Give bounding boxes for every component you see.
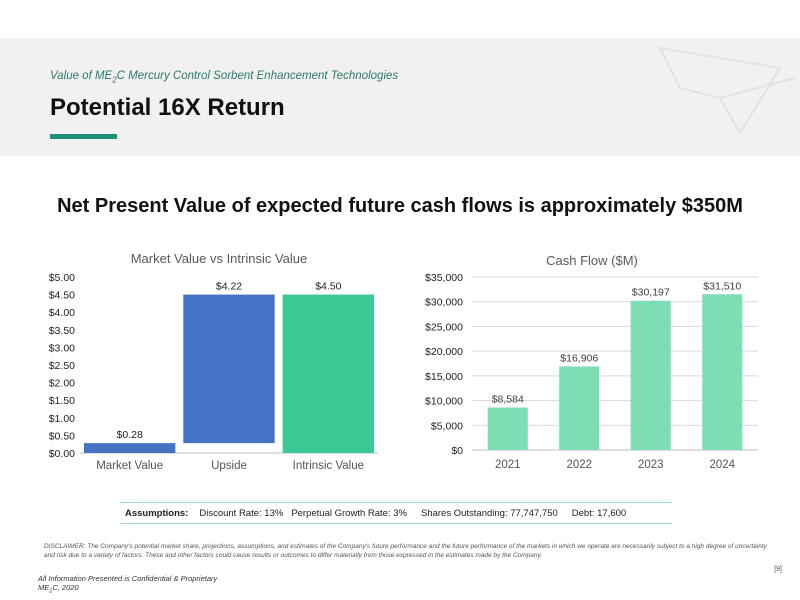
bar-2023 <box>630 300 671 450</box>
y-tick-label: $20,000 <box>425 346 463 358</box>
shares-outstanding: Shares Outstanding: 77,747,750 <box>420 507 558 519</box>
y-tick-label: $15,000 <box>425 371 463 383</box>
confidential-note: All Information Presented is Confidentia… <box>38 574 218 583</box>
bar-upside <box>183 294 275 444</box>
assumptions-bar: Assumptions: Discount Rate: 13% Perpetua… <box>120 502 672 524</box>
y-tick-label: $2.50 <box>49 360 75 372</box>
disclaimer: DISCLAIMER: The Company's potential mark… <box>44 543 767 559</box>
bar-2021 <box>487 407 528 450</box>
cash-flow-chart: Cash Flow ($M) $0 $5,000 $10,000 $15,000 $20,… <box>425 253 758 471</box>
bar-intrinsic-value <box>282 294 375 453</box>
company-year: ME2C, 2020 <box>38 583 79 595</box>
data-label: $30,197 <box>632 287 670 299</box>
y-tick-label: $3.50 <box>49 325 75 337</box>
data-label: $4.22 <box>216 281 242 293</box>
category-label: Market Value <box>96 460 163 472</box>
headline: Net Present Value of expected future cas… <box>57 195 743 217</box>
y-tick-label: $35,000 <box>425 272 463 284</box>
y-tick-label: $0.50 <box>49 430 75 442</box>
y-tick-label: $5,000 <box>431 420 463 432</box>
chart-title: Cash Flow ($M) <box>546 253 638 268</box>
discount-rate: Discount Rate: 13% <box>199 507 284 519</box>
y-tick-label: $4.50 <box>49 290 75 302</box>
y-tick-label: $5.00 <box>49 272 75 284</box>
title-accent-bar <box>50 134 117 139</box>
page-subtitle: Value of ME2C Mercury Control Sorbent En… <box>50 70 399 85</box>
category-label: 2021 <box>495 459 521 471</box>
y-tick-label: $1.50 <box>49 395 75 407</box>
y-tick-label: $30,000 <box>425 297 463 309</box>
debt: Debt: 17,600 <box>571 507 627 519</box>
category-label: 2023 <box>638 459 664 471</box>
y-tick-label: $25,000 <box>425 321 463 333</box>
category-label: 2024 <box>709 459 735 471</box>
bar-2024 <box>702 294 743 450</box>
y-tick-label: $10,000 <box>425 396 463 408</box>
data-label: $4.50 <box>315 281 341 293</box>
page-number: [9] <box>774 566 782 573</box>
decorative-chevron-icon <box>658 46 796 135</box>
bar-market-value <box>83 443 176 453</box>
category-label: 2022 <box>566 459 592 471</box>
bar-2022 <box>559 366 600 450</box>
y-tick-label: $0.00 <box>49 448 75 460</box>
category-label: Upside <box>211 460 247 472</box>
y-tick-label: $3.00 <box>49 342 75 354</box>
market-vs-intrinsic-chart: Market Value vs Intrinsic Value $0.00 $0.5… <box>49 251 378 472</box>
data-label: $0.28 <box>117 429 143 441</box>
header-band <box>0 38 800 156</box>
y-tick-label: $1.00 <box>49 413 75 425</box>
category-label: Intrinsic Value <box>293 460 364 472</box>
chart-title: Market Value vs Intrinsic Value <box>131 251 308 266</box>
y-tick-label: $4.00 <box>49 307 75 319</box>
data-label: $8,584 <box>492 394 524 406</box>
y-tick-label: $0 <box>451 445 463 457</box>
data-label: $31,510 <box>703 280 741 292</box>
data-label: $16,906 <box>560 352 598 364</box>
page-title: Potential 16X Return <box>50 94 285 121</box>
perpetual-growth-rate: Perpetual Growth Rate: 3% <box>291 507 407 519</box>
assumptions-label: Assumptions: <box>125 507 189 519</box>
y-tick-label: $2.00 <box>49 378 75 390</box>
